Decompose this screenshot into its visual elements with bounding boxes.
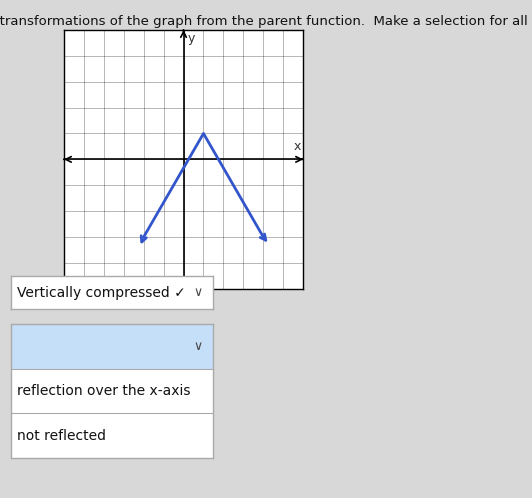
Text: ∨: ∨	[194, 340, 203, 353]
Text: reflection over the x-axis: reflection over the x-axis	[16, 384, 190, 398]
Text: x: x	[294, 140, 301, 153]
Text: ∨: ∨	[194, 286, 203, 299]
Text: Identify transformations of the graph from the parent function.  Make a selectio: Identify transformations of the graph fr…	[0, 15, 532, 28]
Bar	[11, 324, 213, 369]
Text: not reflected: not reflected	[16, 429, 106, 443]
Text: Vertically compressed ✓: Vertically compressed ✓	[16, 285, 186, 300]
Text: y: y	[187, 32, 195, 45]
